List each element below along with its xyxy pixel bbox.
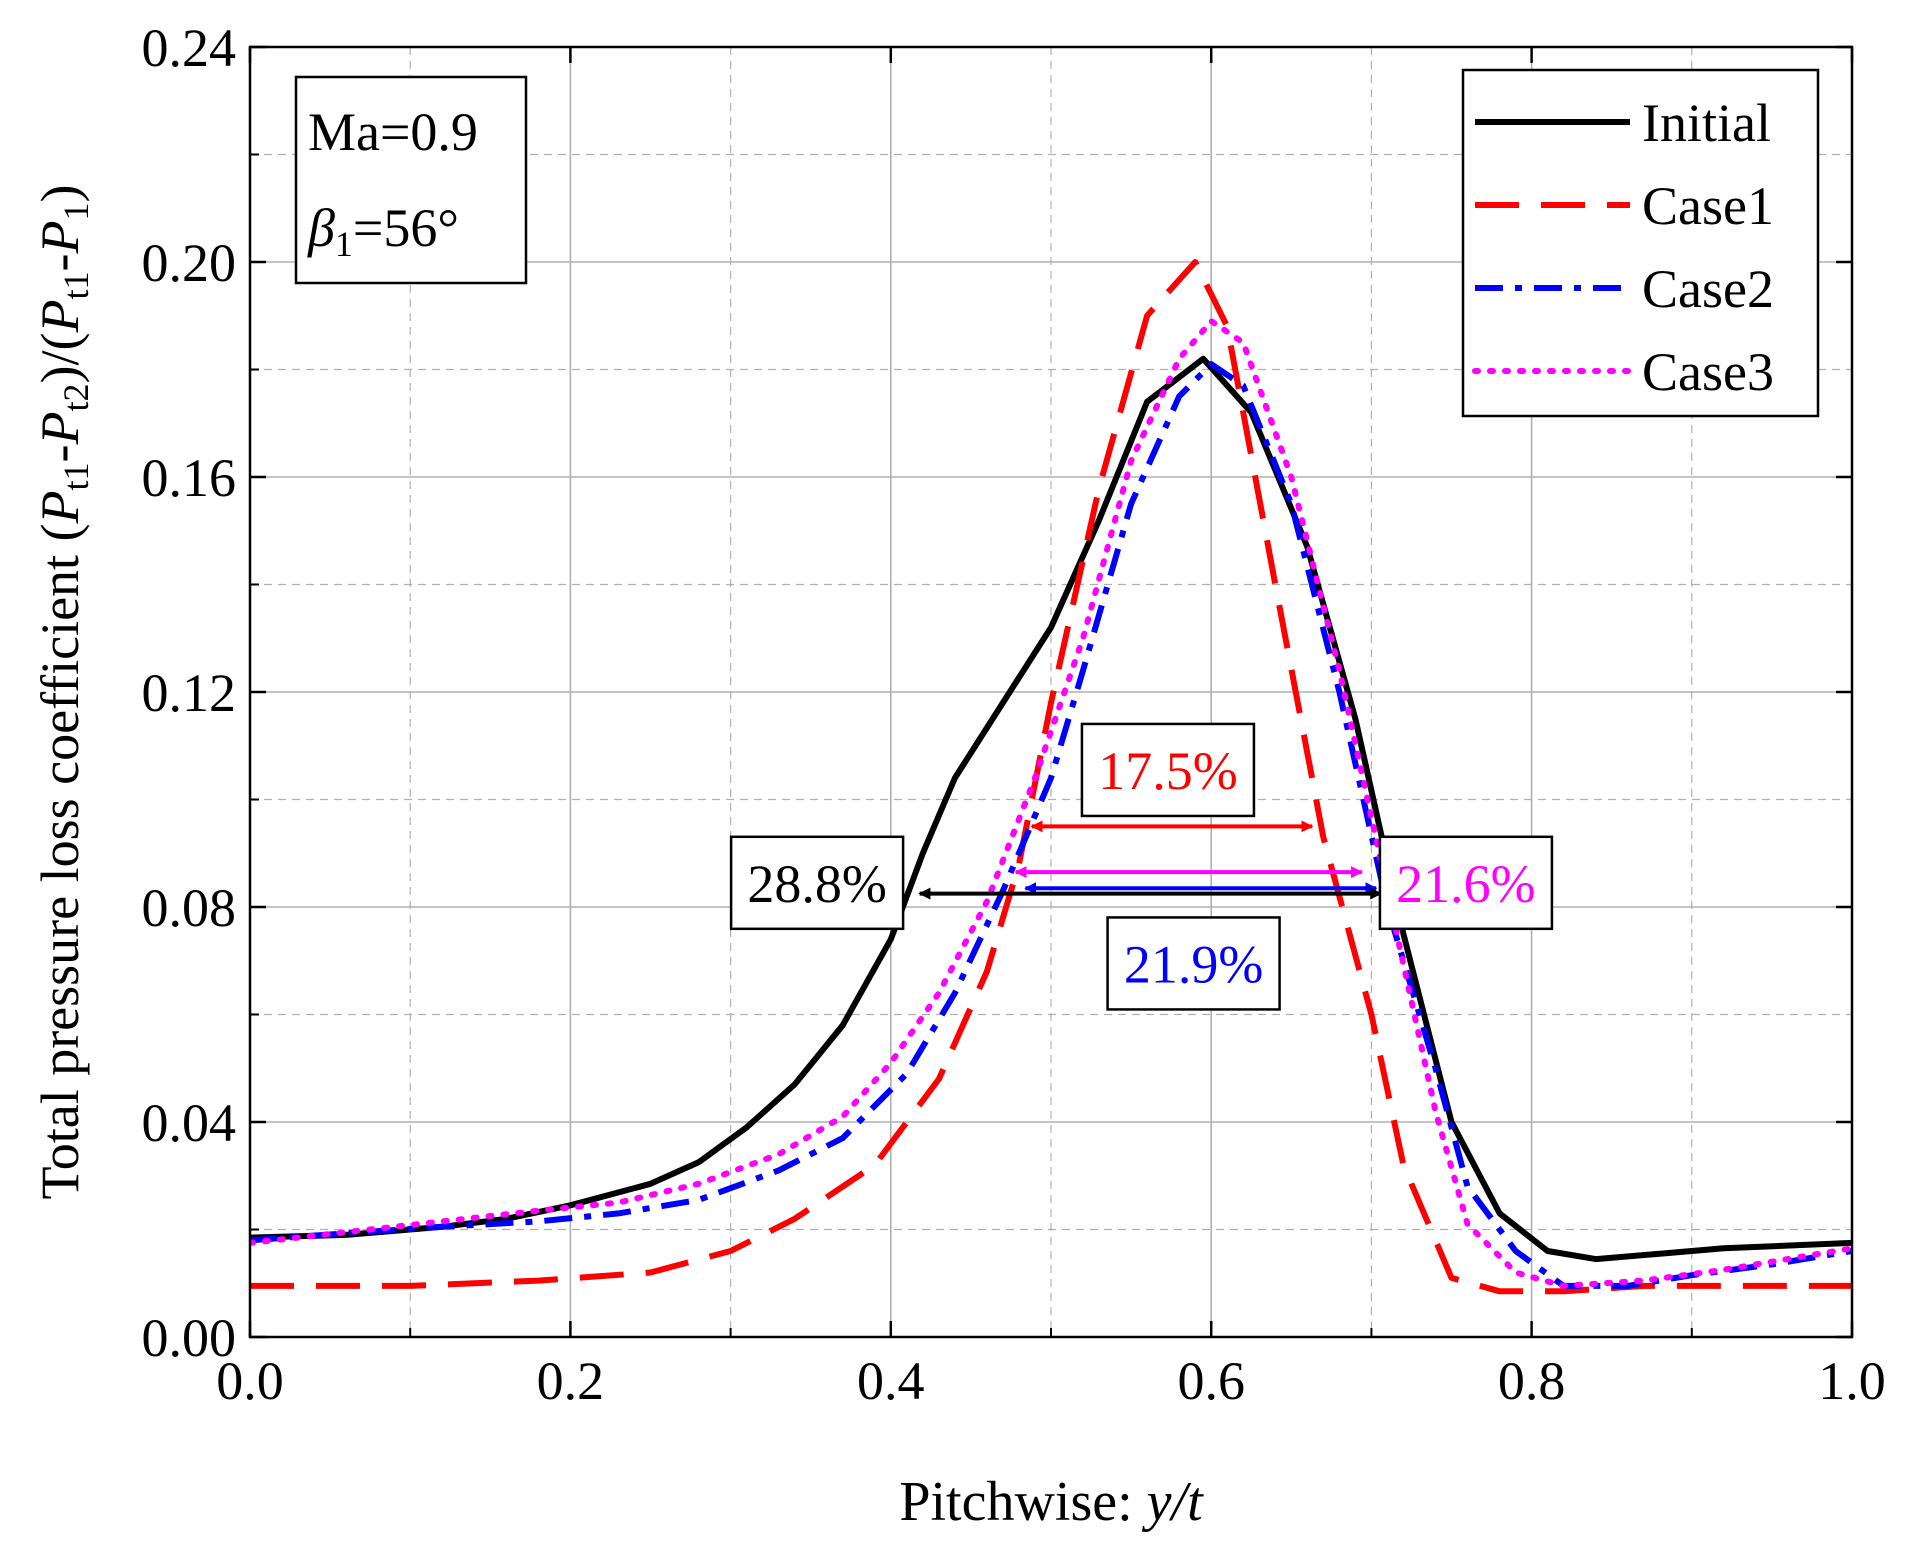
legend-label-case1: Case1: [1642, 176, 1774, 236]
condition-mach: Ma=0.9: [308, 102, 478, 162]
y-axis-label: Total pressure loss coefficient (Pt1-Pt2…: [30, 185, 96, 1200]
condition-inlet-angle: β1=56°: [307, 198, 459, 264]
x-tick-label: 0.2: [537, 1351, 605, 1411]
series-layer: [250, 259, 1852, 1295]
annotation-label: 28.8%: [747, 854, 886, 914]
y-tick-label: 0.24: [142, 18, 237, 78]
legend-box: [1461, 68, 1820, 418]
x-axis-label: Pitchwise: y/t: [899, 1471, 1204, 1533]
x-tick-label: 1.0: [1818, 1351, 1886, 1411]
annotation-frame: [729, 835, 905, 931]
annotation-layer: 17.5% 21.6% 21.9% 28.8%: [729, 722, 1554, 1011]
y-tick-label: 0.08: [142, 878, 237, 938]
series-line-initial: [250, 355, 1852, 1263]
annotation-box-288: 28.8%: [729, 835, 905, 931]
x-axis-ticks: 0.0 0.2 0.4 0.6 0.8 1.0: [216, 47, 1886, 1411]
y-tick-label: 0.12: [142, 663, 237, 723]
annotation-frame: [1106, 916, 1281, 1011]
annotation-frame: [1080, 722, 1256, 818]
series-line-case1: [250, 259, 1852, 1295]
annotation-label: 21.6%: [1396, 854, 1535, 914]
annotation-box-175: 17.5%: [1080, 722, 1256, 818]
y-tick-label: 0.20: [142, 233, 237, 293]
legend: Initial Case1 Case2 Case3: [1461, 68, 1820, 418]
annotation-label: 17.5%: [1098, 741, 1237, 801]
y-tick-label: 0.00: [142, 1308, 237, 1368]
x-tick-label: 0.0: [216, 1351, 284, 1411]
y-tick-label: 0.16: [142, 448, 237, 508]
annotation-box-216: 21.6%: [1378, 835, 1554, 931]
x-tick-label: 0.4: [857, 1351, 925, 1411]
annotation-frame: [1378, 835, 1554, 931]
x-tick-label: 0.8: [1498, 1351, 1566, 1411]
legend-label-case2: Case2: [1642, 259, 1774, 319]
y-axis-ticks: 0.00 0.04 0.08 0.12 0.16 0.20 0.24: [142, 18, 1852, 1368]
annotation-box-219: 21.9%: [1106, 916, 1281, 1011]
y-tick-label: 0.04: [142, 1093, 237, 1153]
series-line-case2: [250, 361, 1852, 1289]
condition-box: Ma=0.9 β1=56°: [294, 75, 528, 285]
annotation-label: 21.9%: [1124, 934, 1263, 994]
series-line-case3: [250, 318, 1852, 1289]
x-tick-label: 0.6: [1177, 1351, 1245, 1411]
legend-label-initial: Initial: [1642, 93, 1771, 153]
legend-label-case3: Case3: [1642, 342, 1774, 402]
